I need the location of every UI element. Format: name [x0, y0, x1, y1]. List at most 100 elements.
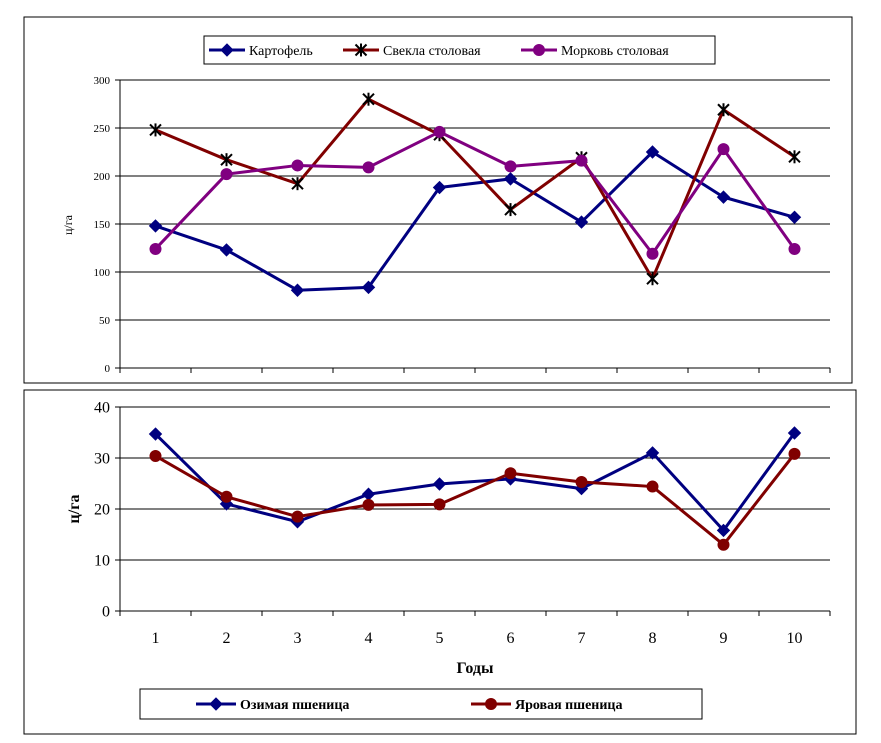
top-y-tick-label: 300 [94, 75, 111, 87]
top-legend-item: Картофель [209, 43, 313, 59]
bot-x-tick-label: 7 [578, 630, 586, 647]
top-legend-item: Свекла столовая [343, 43, 481, 59]
top-data-point [717, 143, 730, 156]
bot-x-tick-label: 5 [436, 630, 444, 647]
bot-data-point [504, 467, 517, 480]
chart-top-series [148, 92, 802, 297]
chart-top: ц/га 0 50 100 150 200 250 300 Картофель Свекла … [23, 16, 853, 384]
bot-data-point [432, 477, 447, 491]
top-data-point [361, 280, 376, 295]
chart-bottom-series [148, 426, 802, 551]
chart-top-frame [23, 16, 853, 384]
top-legend-label: Картофель [249, 44, 313, 59]
top-data-point [149, 242, 162, 255]
chart-bottom-gridlines [120, 406, 830, 561]
bot-data-point [716, 523, 731, 538]
bot-data-point [717, 538, 730, 551]
bot-y-tick-label: 0 [102, 604, 110, 621]
chart-top-legend: Картофель Свекла столовая Морковь столовая [203, 35, 716, 65]
chart-top-legend-box [203, 35, 716, 65]
bot-y-tick-label: 10 [94, 553, 110, 570]
bot-legend-item: Яровая пшеница [471, 698, 622, 713]
top-data-point [645, 145, 660, 159]
chart-bottom-legend: Озимая пшеница Яровая пшеница [139, 688, 703, 720]
bot-series-line [154, 452, 796, 547]
bot-x-tick-label: 3 [294, 630, 302, 647]
top-data-point [646, 272, 659, 286]
bot-data-point [362, 498, 375, 511]
bot-data-point [433, 498, 446, 511]
top-data-point [575, 154, 588, 167]
bot-x-tick-label: 10 [787, 630, 803, 647]
top-data-point [149, 123, 162, 137]
top-series-1 [148, 145, 802, 297]
bot-series-line [154, 432, 796, 532]
top-legend-marker [220, 43, 234, 57]
bot-data-point [149, 449, 162, 462]
bot-y-tick-label: 40 [94, 400, 110, 417]
bot-x-tick-label: 1 [152, 630, 160, 647]
top-legend-item: Морковь столовая [521, 44, 669, 59]
top-legend-marker [533, 44, 545, 56]
chart-bottom: ц/га Годы 0 10 20 30 40 1 2 3 4 5 6 7 8 9 10 Озимая п… [23, 389, 857, 735]
top-y-tick-label: 250 [94, 123, 111, 135]
top-data-point [290, 283, 305, 297]
bot-legend-item: Озимая пшеница [196, 697, 349, 713]
bot-legend-label: Яровая пшеница [515, 698, 622, 713]
bot-legend-marker [485, 698, 497, 710]
top-data-point [504, 203, 517, 217]
top-y-tick-label: 150 [94, 219, 111, 231]
top-data-point [432, 180, 447, 195]
top-data-point [716, 190, 731, 204]
bot-x-tick-label: 8 [649, 630, 657, 647]
bot-data-point [220, 490, 233, 503]
top-legend-label: Свекла столовая [383, 44, 481, 59]
bot-data-point [788, 447, 801, 460]
chart-bottom-y-label: ц/га [66, 495, 83, 524]
top-series-line [155, 150, 795, 292]
bot-x-tick-label: 9 [720, 630, 728, 647]
bot-x-tick-label: 2 [223, 630, 231, 647]
top-data-point [503, 172, 518, 186]
top-data-point [291, 159, 304, 172]
top-data-point [433, 125, 446, 138]
top-legend-label: Морковь столовая [561, 44, 669, 59]
top-data-point [788, 242, 801, 255]
top-data-point [362, 92, 375, 106]
bot-y-tick-label: 20 [94, 502, 110, 519]
bot-data-point [787, 426, 802, 440]
top-data-point [574, 215, 589, 229]
bot-series-2 [149, 447, 801, 551]
chart-top-y-label: ц/га [61, 214, 75, 235]
top-data-point [291, 177, 304, 191]
top-data-point [787, 210, 802, 224]
bot-data-point [645, 446, 660, 460]
top-series-line [154, 97, 796, 281]
bot-data-point [361, 487, 376, 501]
bot-y-tick-label: 30 [94, 451, 110, 468]
top-data-point [646, 247, 659, 260]
bot-legend-label: Озимая пшеница [240, 698, 349, 713]
top-data-point [220, 168, 233, 181]
top-y-tick-label: 200 [94, 171, 111, 183]
bot-x-tick-label: 4 [365, 630, 373, 647]
top-data-point [220, 153, 233, 167]
chart-top-gridlines [120, 79, 830, 321]
top-y-tick-label: 0 [105, 363, 111, 375]
bot-x-tick-label: 6 [507, 630, 515, 647]
bot-series-1 [148, 426, 802, 538]
chart-top-x-ticks [119, 368, 831, 373]
chart-bottom-x-label: Годы [457, 660, 494, 677]
top-y-tick-label: 100 [94, 267, 111, 279]
top-legend-marker [354, 43, 368, 57]
top-series-line [154, 130, 796, 256]
chart-bottom-y-ticks: 0 10 20 30 40 [94, 400, 120, 621]
chart-bottom-frame [23, 389, 857, 735]
top-data-point [504, 160, 517, 173]
top-data-point [717, 103, 730, 117]
chart-bottom-x-ticks: 1 2 3 4 5 6 7 8 9 10 [119, 611, 831, 647]
bot-legend-marker [209, 697, 223, 711]
bot-data-point [575, 475, 588, 488]
bot-data-point [148, 427, 163, 441]
